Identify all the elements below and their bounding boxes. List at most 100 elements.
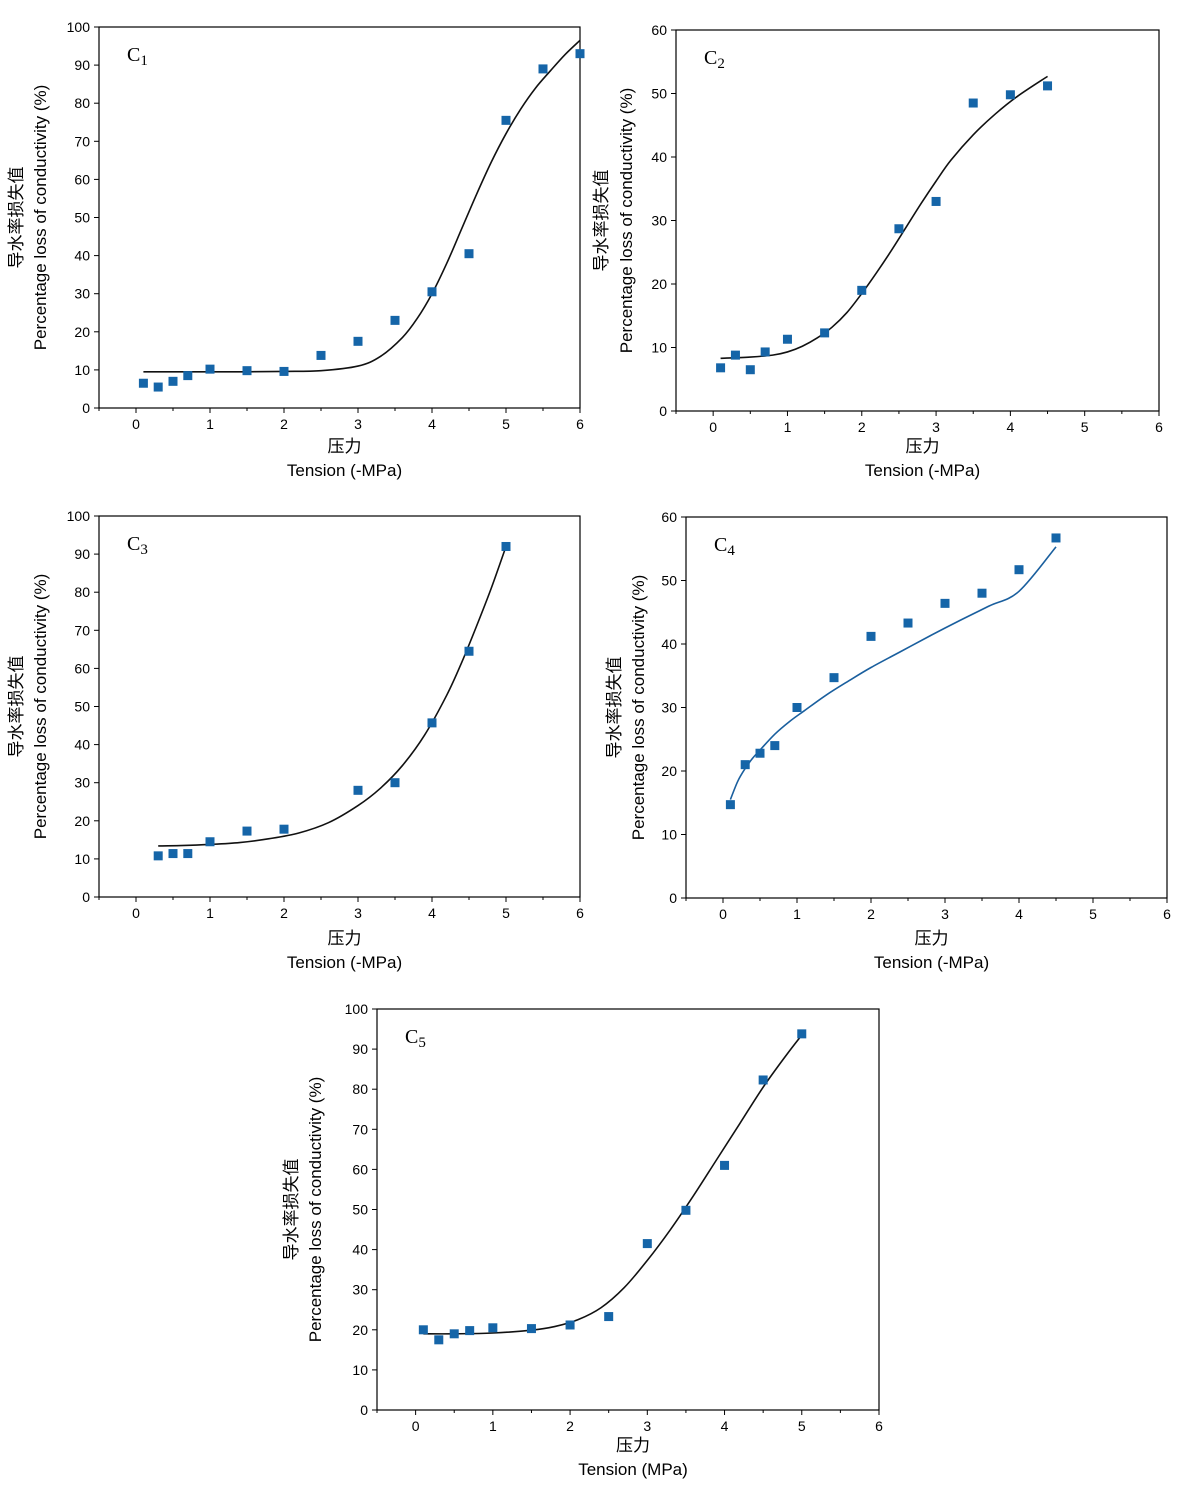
x-tick-label: 3	[941, 906, 949, 922]
panel-label: C3	[127, 533, 148, 558]
x-tick-label: 3	[932, 419, 940, 435]
y-tick-label: 50	[651, 86, 667, 102]
y-tick-label: 10	[352, 1362, 368, 1378]
fit-curve	[158, 546, 507, 847]
y-tick-label: 10	[651, 340, 667, 356]
y-tick-label: 80	[352, 1081, 368, 1097]
y-tick-label: 0	[669, 890, 677, 906]
data-point	[782, 334, 792, 344]
x-axis-label-en: Tension (-MPa)	[287, 461, 402, 480]
data-point	[604, 1312, 614, 1322]
panel-label: C4	[714, 534, 735, 559]
panel-label-letter: C	[127, 533, 140, 555]
panel-label-letter: C	[127, 44, 140, 66]
y-tick-label: 100	[67, 19, 91, 35]
data-point	[538, 64, 548, 74]
panel-label-sub: 5	[418, 1035, 426, 1051]
data-point	[725, 800, 735, 810]
y-tick-label: 40	[352, 1242, 368, 1258]
y-tick-label: 40	[661, 636, 677, 652]
data-point	[449, 1329, 459, 1339]
data-point	[940, 598, 950, 608]
data-point	[866, 631, 876, 641]
y-tick-label: 60	[74, 171, 90, 187]
y-tick-label: 30	[352, 1282, 368, 1298]
x-tick-label: 2	[280, 416, 288, 432]
data-point	[797, 1029, 807, 1039]
x-axis-label-en: Tension (-MPa)	[874, 953, 989, 972]
x-tick-label: 0	[719, 906, 727, 922]
y-tick-label: 90	[74, 57, 90, 73]
data-point	[931, 196, 941, 206]
panel-label: C1	[127, 44, 148, 69]
plot-frame	[675, 29, 1160, 412]
y-tick-label: 100	[67, 508, 91, 524]
x-tick-label: 5	[1081, 419, 1089, 435]
x-tick-label: 3	[354, 416, 362, 432]
data-point	[1043, 81, 1053, 91]
y-tick-label: 10	[661, 827, 677, 843]
y-tick-label: 50	[74, 699, 90, 715]
data-point	[205, 837, 215, 847]
x-tick-label: 4	[1006, 419, 1014, 435]
y-tick-label: 40	[74, 737, 90, 753]
x-axis-label-en: Tension (MPa)	[578, 1460, 688, 1479]
y-axis-label-en: Percentage loss of conductivity (%)	[306, 1077, 325, 1343]
fit-curve	[729, 546, 1057, 800]
x-axis-label-cn: 压力	[906, 437, 940, 456]
data-point	[977, 588, 987, 598]
fit-curve	[143, 39, 581, 373]
y-axis-label-en: Percentage loss of conductivity (%)	[629, 575, 648, 841]
y-tick-label: 50	[352, 1202, 368, 1218]
y-tick-label: 90	[352, 1041, 368, 1057]
fit-curve	[423, 1034, 803, 1335]
data-point	[1051, 533, 1061, 543]
x-tick-label: 3	[354, 905, 362, 921]
x-tick-label: 2	[867, 906, 875, 922]
x-tick-label: 5	[1089, 906, 1097, 922]
x-tick-label: 1	[784, 419, 792, 435]
y-axis-label-cn: 导水率损失值	[605, 657, 624, 759]
data-point	[353, 785, 363, 795]
y-tick-label: 80	[74, 95, 90, 111]
panel-label: C5	[405, 1026, 426, 1051]
x-tick-label: 0	[132, 905, 140, 921]
y-tick-label: 80	[74, 584, 90, 600]
plot-frame	[98, 26, 581, 409]
x-tick-label: 6	[875, 1418, 883, 1434]
data-point	[740, 760, 750, 770]
x-tick-label: 2	[280, 905, 288, 921]
data-point	[730, 350, 740, 360]
x-tick-label: 5	[502, 905, 510, 921]
data-point	[488, 1323, 498, 1333]
y-axis-label-en: Percentage loss of conductivity (%)	[31, 574, 50, 840]
data-point	[526, 1324, 536, 1334]
data-point	[857, 285, 867, 295]
data-point	[434, 1335, 444, 1345]
x-tick-label: 6	[576, 905, 584, 921]
y-tick-label: 0	[82, 400, 90, 416]
data-point	[183, 371, 193, 381]
data-point	[183, 849, 193, 859]
data-point	[138, 378, 148, 388]
data-point	[465, 1326, 475, 1336]
y-tick-label: 70	[74, 622, 90, 638]
y-tick-label: 0	[82, 889, 90, 905]
y-tick-label: 0	[659, 403, 667, 419]
x-tick-label: 6	[1155, 419, 1163, 435]
x-axis-label-cn: 压力	[915, 929, 949, 948]
data-point	[168, 376, 178, 386]
data-point	[681, 1205, 691, 1215]
y-tick-label: 40	[74, 248, 90, 264]
panel-label-sub: 3	[140, 542, 148, 558]
y-tick-label: 30	[74, 775, 90, 791]
x-tick-label: 4	[1015, 906, 1023, 922]
data-point	[418, 1325, 428, 1335]
y-tick-label: 90	[74, 546, 90, 562]
x-tick-label: 6	[1163, 906, 1171, 922]
data-point	[720, 1160, 730, 1170]
